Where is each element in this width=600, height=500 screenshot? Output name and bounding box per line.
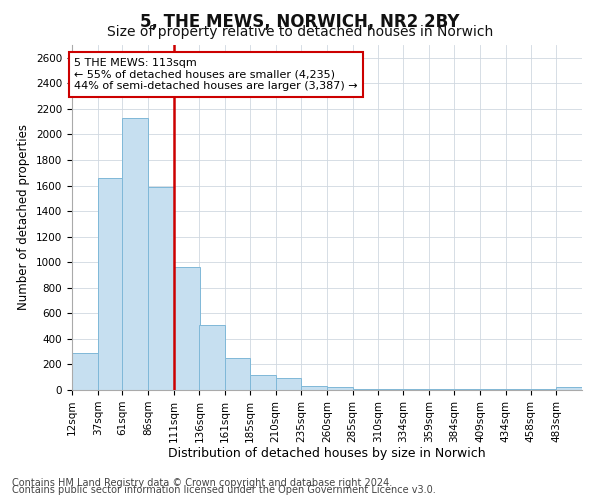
Bar	[225, 358, 250, 390]
Bar	[327, 387, 353, 390]
Text: Contains public sector information licensed under the Open Government Licence v3: Contains public sector information licen…	[12, 485, 436, 495]
Text: 5, THE MEWS, NORWICH, NR2 2BY: 5, THE MEWS, NORWICH, NR2 2BY	[140, 12, 460, 30]
Text: Size of property relative to detached houses in Norwich: Size of property relative to detached ho…	[107, 25, 493, 39]
Bar	[148, 187, 174, 390]
Text: Contains HM Land Registry data © Crown copyright and database right 2024.: Contains HM Land Registry data © Crown c…	[12, 478, 392, 488]
Bar	[174, 268, 199, 390]
Bar	[199, 326, 225, 390]
Bar	[301, 386, 327, 390]
Bar	[250, 374, 275, 390]
Text: 5 THE MEWS: 113sqm
← 55% of detached houses are smaller (4,235)
44% of semi-deta: 5 THE MEWS: 113sqm ← 55% of detached hou…	[74, 58, 358, 91]
X-axis label: Distribution of detached houses by size in Norwich: Distribution of detached houses by size …	[168, 448, 486, 460]
Bar	[556, 388, 582, 390]
Bar	[122, 118, 148, 390]
Bar	[98, 178, 122, 390]
Bar	[72, 353, 98, 390]
Y-axis label: Number of detached properties: Number of detached properties	[17, 124, 31, 310]
Bar	[275, 378, 301, 390]
